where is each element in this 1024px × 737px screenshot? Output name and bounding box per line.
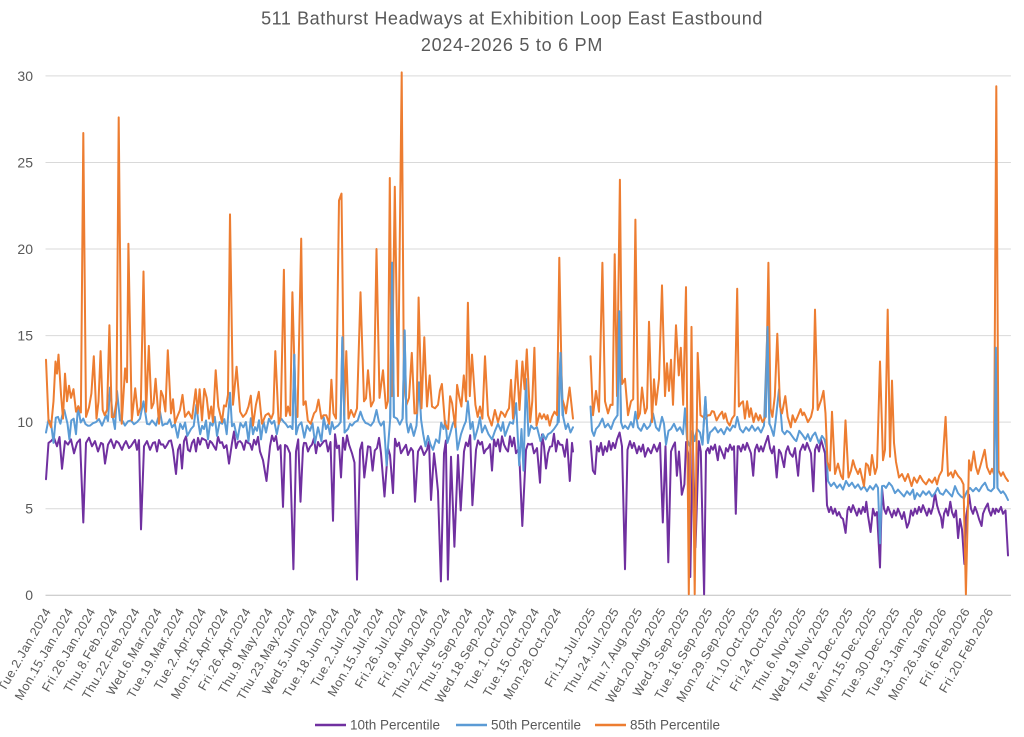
svg-text:25: 25 [17, 155, 33, 171]
svg-text:5: 5 [25, 501, 33, 517]
svg-text:15: 15 [17, 328, 33, 344]
svg-text:30: 30 [17, 68, 33, 84]
svg-text:20: 20 [17, 241, 33, 257]
svg-text:0: 0 [25, 587, 33, 603]
svg-text:10: 10 [17, 414, 33, 430]
svg-text:85th Percentile: 85th Percentile [630, 718, 720, 733]
svg-text:2024-2026 5 to 6 PM: 2024-2026 5 to 6 PM [421, 35, 603, 55]
svg-text:10th Percentile: 10th Percentile [350, 718, 440, 733]
svg-text:511 Bathurst Headways at Exhib: 511 Bathurst Headways at Exhibition Loop… [261, 8, 763, 28]
svg-text:50th Percentile: 50th Percentile [491, 718, 581, 733]
